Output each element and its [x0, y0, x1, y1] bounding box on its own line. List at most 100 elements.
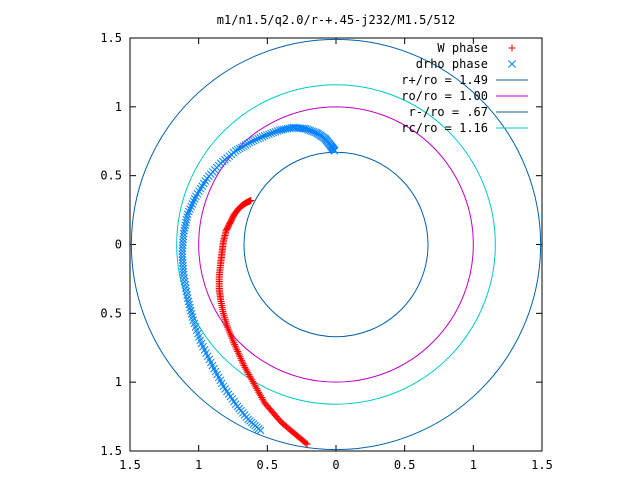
series-0-point [255, 388, 263, 396]
series-0-point [243, 367, 251, 375]
series-1-point [190, 195, 199, 203]
series-0-point [236, 353, 244, 361]
series-1-point [258, 132, 267, 141]
series-0-point [246, 372, 254, 380]
series-0-point [234, 347, 242, 355]
series-1-point [188, 313, 197, 321]
series-1-point [254, 134, 262, 143]
series-1-point [235, 144, 244, 153]
x-tick-label: 0.5 [256, 458, 278, 472]
series-0-point [238, 356, 246, 364]
series-1-point [180, 274, 189, 282]
x-tick-label: 0 [332, 458, 339, 472]
series-1-point [185, 300, 194, 309]
x-tick-label: 1 [195, 458, 202, 472]
series-1-point [178, 253, 187, 261]
legend-label-1: drho phase [416, 57, 488, 71]
series-1-point [184, 297, 193, 306]
series-1-point [178, 241, 187, 250]
series-1-point [187, 202, 196, 211]
series-0-point [257, 392, 265, 400]
series-0-point [247, 374, 255, 382]
series-1-point [188, 200, 197, 208]
series-0-point [303, 440, 311, 448]
series-1-point [186, 303, 194, 312]
series-1-point [182, 284, 190, 293]
series-1-point [179, 235, 188, 244]
series-circle-4 [243, 151, 429, 338]
series-0-point [242, 365, 250, 373]
series-1-point [178, 259, 187, 267]
series-circle-3 [198, 106, 474, 383]
series-1-point [249, 136, 258, 145]
series-1-point [245, 138, 254, 147]
series-1-point [179, 270, 188, 279]
y-tick-label: 0.5 [100, 306, 122, 320]
y-tick-label: 1.5 [100, 444, 122, 458]
y-tick-label: 1 [115, 100, 122, 114]
series-1-point [293, 124, 301, 132]
series-0-point [253, 385, 261, 393]
series-0-point [231, 340, 239, 348]
series-0-point [245, 370, 253, 378]
legend-label-3: ro/ro = 1.00 [401, 89, 488, 103]
series-1-point [265, 130, 273, 139]
series-1-point [269, 128, 278, 137]
series-0-point [252, 383, 260, 391]
series-1-point [181, 280, 190, 289]
series-0-point [229, 337, 237, 345]
series-1-point [237, 143, 246, 152]
legend-marker-0 [508, 44, 516, 52]
legend-label-4: r-/ro = .67 [409, 105, 488, 119]
series-1-point [185, 207, 193, 216]
series-0-point [237, 355, 245, 363]
series-0-point [244, 369, 252, 377]
series-1-point [275, 126, 284, 135]
series-0-point [249, 378, 257, 386]
series-1-point [267, 129, 275, 138]
series-1-point [178, 250, 187, 258]
series-1-point [178, 244, 187, 253]
series-1-point [179, 265, 188, 273]
series-1-point [256, 426, 265, 435]
series-1-point [178, 247, 187, 256]
legend-marker-1 [508, 60, 516, 68]
series-1-point [239, 142, 248, 151]
series-1-point [179, 267, 188, 276]
x-tick-label: 1.5 [531, 458, 553, 472]
series-0-point [251, 381, 259, 389]
y-tick-label: 1.5 [100, 31, 122, 45]
series-circle-5 [176, 84, 496, 405]
y-tick-label: 0.5 [100, 169, 122, 183]
legend-label-5: rc/ro = 1.16 [401, 121, 488, 135]
series-0-point [258, 394, 266, 402]
x-tick-label: 1 [470, 458, 477, 472]
series-0-point [302, 439, 310, 447]
y-tick-label: 1 [115, 375, 122, 389]
x-tick-label: 1.5 [119, 458, 141, 472]
series-1-point [243, 139, 252, 148]
series-1-point [186, 306, 195, 315]
legend-label-2: r+/ro = 1.49 [401, 73, 488, 87]
series-1-point [180, 277, 189, 286]
series-1-point [252, 135, 260, 144]
series-1-point [179, 229, 188, 238]
series-1-point [192, 192, 200, 201]
series-0-point [259, 395, 267, 403]
axis-ticks: 1.5 1 0.5 0 0.5 1 1.51.510.500.511.5 [100, 31, 553, 472]
series-0-point [230, 339, 238, 347]
series-1-point [256, 133, 265, 142]
series-1-point [189, 197, 198, 206]
series-0-point [234, 349, 242, 357]
series-1-point [182, 287, 191, 296]
series-0-point [241, 363, 249, 371]
series-1-point [247, 137, 256, 146]
series-1-point [178, 256, 187, 264]
chart-title: m1/n1.5/q2.0/r-+.45-j232/M1.5/512 [217, 13, 455, 27]
series-0-point [233, 346, 241, 354]
series-1-point [241, 141, 250, 149]
series-1-point [273, 127, 282, 135]
series-1-point [187, 310, 196, 318]
series-1-point [233, 145, 242, 154]
